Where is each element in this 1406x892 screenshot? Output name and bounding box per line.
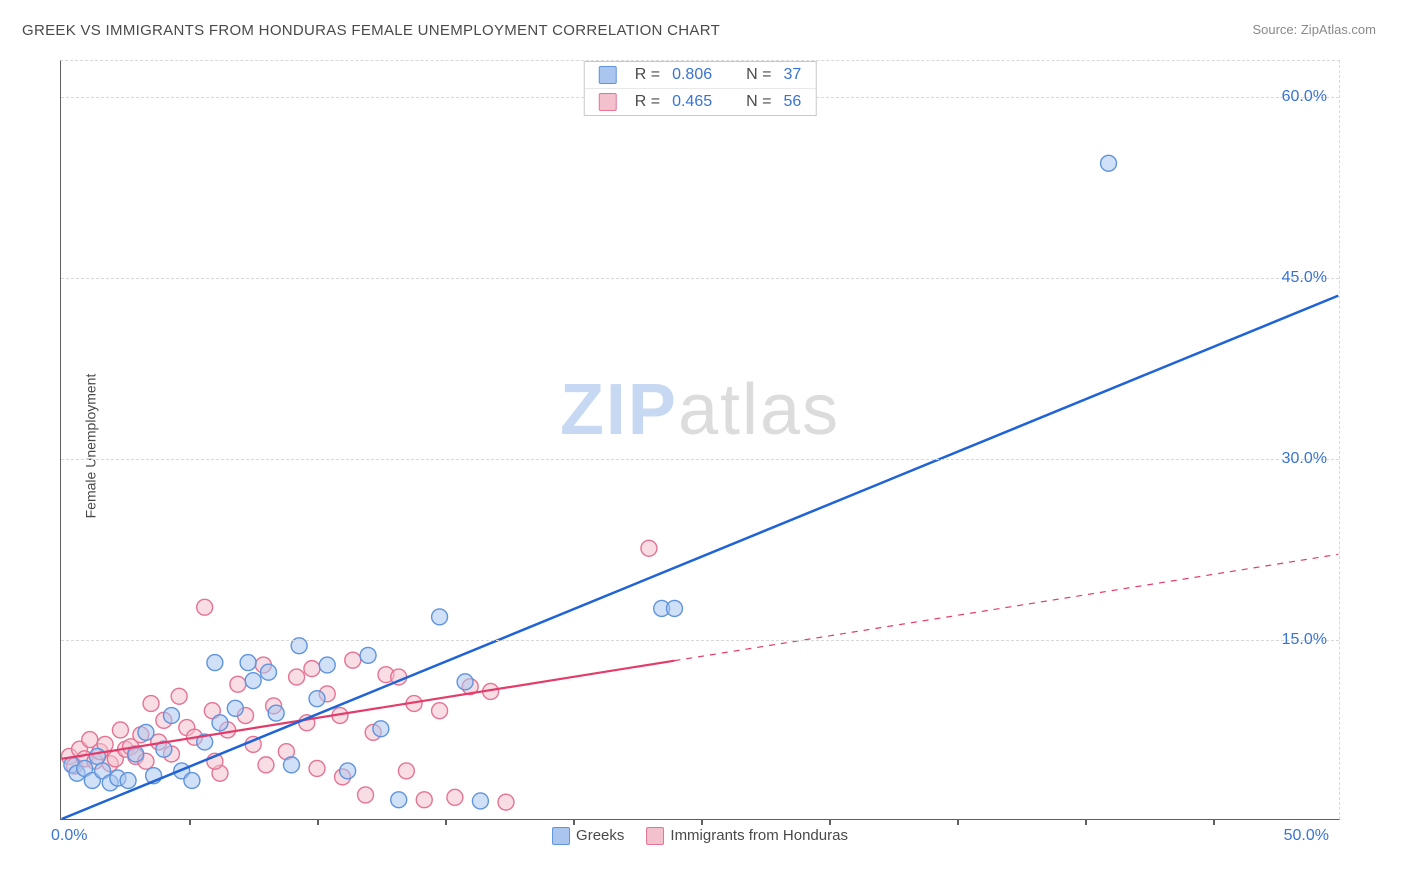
swatch-honduras-icon [646,827,664,845]
x-tick-mark [829,819,831,825]
legend-label-honduras: Immigrants from Honduras [670,827,848,844]
source-link[interactable]: ZipAtlas.com [1301,22,1376,37]
data-point [258,757,274,773]
gridline [61,640,1339,641]
y-tick-label: 60.0% [1282,88,1327,106]
data-point [398,763,414,779]
data-point [289,669,305,685]
data-point [120,773,136,789]
data-point [666,600,682,616]
data-point [641,540,657,556]
r-label: R = [635,93,660,111]
x-tick-mark [1213,819,1215,825]
legend-label-greeks: Greeks [576,827,624,844]
data-point [498,794,514,810]
source-attribution: Source: ZipAtlas.com [1252,22,1376,37]
data-point [171,688,187,704]
r-value-honduras: 0.465 [672,93,712,111]
data-point [391,792,407,808]
chart-title: GREEK VS IMMIGRANTS FROM HONDURAS FEMALE… [22,22,720,39]
correlation-legend: R = 0.806 N = 37 R = 0.465 N = 56 [584,61,817,116]
data-point [184,773,200,789]
data-point [230,676,246,692]
n-label: N = [746,93,771,111]
x-tick-min: 0.0% [51,827,87,845]
plot-area: ZIPatlas R = 0.806 N = 37 R = 0.465 N = … [60,60,1340,820]
series-legend: Greeks Immigrants from Honduras [552,827,848,845]
x-tick-mark [573,819,575,825]
x-tick-mark [957,819,959,825]
data-point [416,792,432,808]
x-tick-mark [445,819,447,825]
legend-item-greeks: Greeks [552,827,624,845]
n-value-honduras: 56 [783,93,801,111]
data-point [227,700,243,716]
y-tick-label: 15.0% [1282,631,1327,649]
legend-row-honduras: R = 0.465 N = 56 [585,88,816,115]
data-point [345,652,361,668]
data-point [309,691,325,707]
r-label: R = [635,66,660,84]
y-tick-label: 45.0% [1282,269,1327,287]
regression-line-extrapolated [674,554,1338,660]
data-point [432,609,448,625]
legend-row-greeks: R = 0.806 N = 37 [585,62,816,88]
data-point [360,647,376,663]
gridline [61,278,1339,279]
data-point [268,705,284,721]
data-point [309,760,325,776]
data-point [340,763,356,779]
data-point [143,696,159,712]
data-point [283,757,299,773]
data-point [207,655,223,671]
gridline [61,459,1339,460]
swatch-greeks-icon [599,66,617,84]
data-point [212,715,228,731]
data-point [472,793,488,809]
data-point [112,722,128,738]
data-point [245,673,261,689]
data-point [432,703,448,719]
legend-item-honduras: Immigrants from Honduras [646,827,848,845]
data-point [138,724,154,740]
swatch-honduras-icon [599,93,617,111]
swatch-greeks-icon [552,827,570,845]
source-prefix: Source: [1252,22,1300,37]
data-point [304,661,320,677]
data-point [89,748,105,764]
data-point [457,674,473,690]
x-tick-mark [189,819,191,825]
data-point [163,708,179,724]
data-point [240,655,256,671]
data-point [197,599,213,615]
chart-svg [61,61,1339,819]
x-tick-max: 50.0% [1284,827,1329,845]
data-point [319,657,335,673]
x-tick-mark [1085,819,1087,825]
x-tick-mark [317,819,319,825]
n-label: N = [746,66,771,84]
data-point [373,721,389,737]
data-point [447,789,463,805]
n-value-greeks: 37 [783,66,801,84]
regression-line [62,296,1339,819]
data-point [358,787,374,803]
data-point [1101,155,1117,171]
r-value-greeks: 0.806 [672,66,712,84]
x-tick-mark [701,819,703,825]
y-tick-label: 30.0% [1282,450,1327,468]
data-point [261,664,277,680]
